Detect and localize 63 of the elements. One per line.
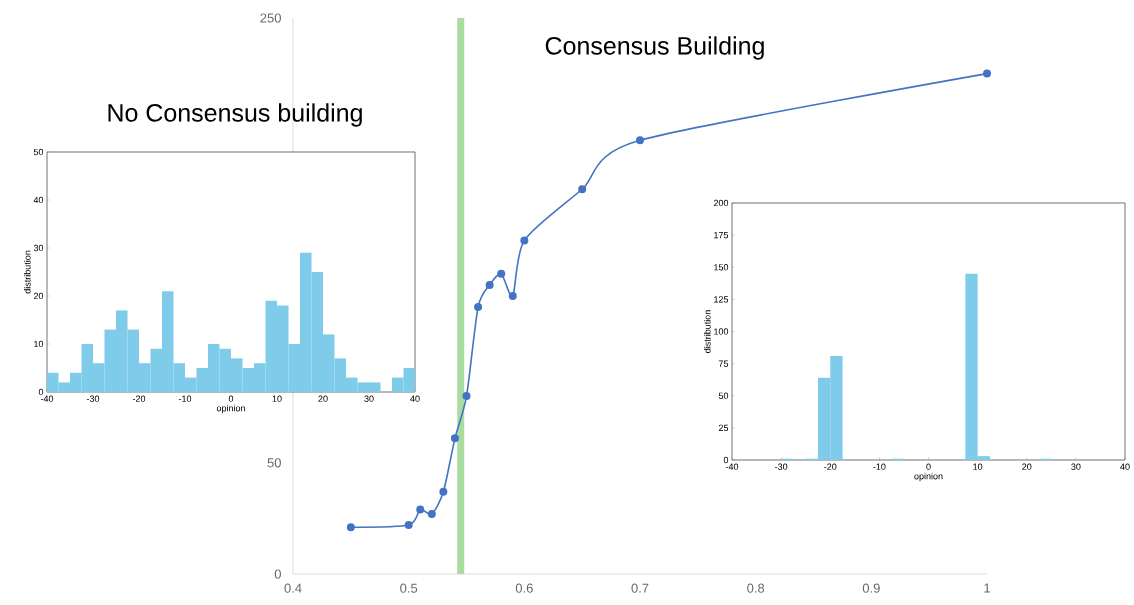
point xyxy=(462,392,471,401)
annotation: Consensus Building xyxy=(545,36,764,60)
y-tick-label: 100 xyxy=(714,328,729,335)
point xyxy=(404,521,413,530)
point xyxy=(427,509,436,518)
x-axis-title: opinion xyxy=(914,472,943,482)
x-tick-label: -10 xyxy=(178,395,192,402)
x-tick-label: -20 xyxy=(132,395,146,402)
y-tick-label: 20 xyxy=(33,292,44,300)
x-tick-label: 0.7 xyxy=(631,583,649,593)
y-tick-label: 40 xyxy=(33,196,44,204)
x-tick-label: -20 xyxy=(824,463,837,470)
point xyxy=(450,434,459,443)
point xyxy=(416,505,425,514)
x-tick-label: 20 xyxy=(1022,463,1032,470)
y-tick-label: 50 xyxy=(267,458,281,468)
point xyxy=(485,280,494,289)
x-axis-title: opinion xyxy=(216,404,245,414)
y-tick-label: 10 xyxy=(34,340,44,348)
y-tick-label: 200 xyxy=(713,199,729,207)
x-tick-label: 0.8 xyxy=(747,583,765,593)
y-tick-label: 75 xyxy=(718,360,729,367)
x-tick-label: -40 xyxy=(725,463,739,470)
point xyxy=(520,236,529,245)
x-tick-label: -10 xyxy=(873,463,886,470)
annotation: No Consensus building xyxy=(108,103,362,127)
x-tick-label: 0.5 xyxy=(400,583,418,593)
y-tick-label: 0 xyxy=(723,456,729,464)
point xyxy=(508,292,517,300)
y-tick-label: 30 xyxy=(33,244,44,252)
x-tick-label: 30 xyxy=(364,395,374,402)
x-tick-label: 1 xyxy=(984,583,990,593)
y-tick-label: 250 xyxy=(260,13,281,23)
x-tick-label: -30 xyxy=(86,395,100,402)
y-tick-label: 175 xyxy=(714,231,729,239)
point xyxy=(346,523,355,532)
y-tick-label: 50 xyxy=(718,392,729,399)
x-tick-label: -30 xyxy=(775,463,788,470)
y-axis-title: distribution xyxy=(23,250,31,294)
y-tick-label: 0 xyxy=(274,569,281,579)
x-tick-label: 0 xyxy=(926,463,931,470)
x-tick-label: 40 xyxy=(1120,463,1130,470)
x-tick-label: -40 xyxy=(40,395,54,402)
point xyxy=(636,136,645,145)
point xyxy=(983,69,992,78)
y-tick-label: 125 xyxy=(714,296,729,303)
point xyxy=(497,269,506,278)
x-tick-label: 10 xyxy=(973,463,983,470)
y-tick-label: 50 xyxy=(33,148,44,156)
x-tick-label: 0.6 xyxy=(515,583,533,593)
x-tick-label: 30 xyxy=(1071,463,1081,470)
point xyxy=(439,487,448,496)
point xyxy=(578,185,587,194)
y-tick-label: 25 xyxy=(718,424,729,432)
x-tick-label: 40 xyxy=(410,395,420,402)
x-tick-label: 0 xyxy=(228,395,234,402)
y-axis-title: distribution xyxy=(703,310,711,353)
y-tick-label: 150 xyxy=(714,264,729,271)
point xyxy=(474,303,483,312)
y-tick-label: 0 xyxy=(38,388,44,396)
x-tick-label: 20 xyxy=(318,395,328,402)
x-tick-label: 0.9 xyxy=(862,583,880,593)
x-tick-label: 0.4 xyxy=(284,583,302,593)
